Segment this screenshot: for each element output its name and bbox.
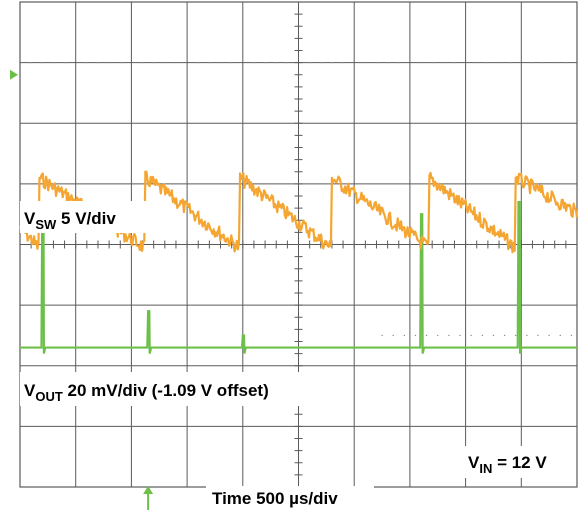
grid-dot [515, 334, 517, 337]
vin-annotation: VIN = 12 V [462, 446, 574, 478]
grid-dot [63, 61, 66, 64]
grid-dot [548, 334, 550, 337]
graticule [19, 1, 578, 488]
grid-dot [264, 61, 266, 64]
grid-dot [481, 334, 484, 337]
vout-label-rest: 20 mV/div (-1.09 V offset) [63, 381, 269, 400]
timebase-text: Time 500 µs/div [212, 489, 338, 508]
grid-dot [414, 334, 417, 337]
grid-dot [331, 61, 333, 64]
grid-dot [498, 61, 500, 64]
grid-dot [526, 334, 528, 337]
grid-dot [52, 61, 55, 64]
grid-dot [175, 61, 177, 64]
grid-dot [492, 334, 495, 337]
timebase-label: Time 500 µs/div [206, 486, 374, 510]
grid-dot [537, 334, 539, 337]
grid-dot [398, 61, 400, 64]
grid-dot [503, 334, 506, 337]
vsw-label-main: V [24, 209, 36, 228]
grid-dot [108, 61, 110, 64]
grid-dot [141, 61, 144, 64]
trigger-position-marker [143, 486, 154, 510]
grid-dot [197, 61, 199, 64]
vsw-label-rest: 5 V/div [56, 209, 116, 228]
svg-text:VOUT 20 mV/div (-1.09 V offset: VOUT 20 mV/div (-1.09 V offset) [24, 381, 269, 404]
grid-dot [41, 61, 43, 64]
vin-label-sub: IN [479, 461, 492, 476]
grid-dot [425, 334, 428, 337]
grid-dot [559, 334, 561, 337]
grid-dot [286, 61, 289, 64]
svg-text:VSW 5 V/div: VSW 5 V/div [24, 209, 116, 232]
grid-dot [554, 61, 556, 64]
vout-label: VOUT 20 mV/div (-1.09 V offset) [20, 372, 352, 406]
grid-dot [453, 61, 456, 64]
grid-dot [219, 61, 222, 64]
grid-dot [531, 61, 534, 64]
grid-dot [230, 61, 233, 64]
grid-dot [164, 61, 166, 64]
grid-dot [381, 334, 383, 337]
grid-dot [208, 61, 211, 64]
grid-dot [86, 61, 88, 64]
grid-dot [403, 334, 406, 337]
grid-dot [364, 61, 367, 64]
grid-dot [431, 61, 433, 64]
grid-dot [275, 61, 277, 64]
vsw-trace [20, 200, 577, 354]
vout-label-sub: OUT [35, 389, 63, 404]
grid-dot [253, 61, 255, 64]
grid-dot [442, 61, 445, 64]
grid-dot [459, 334, 461, 337]
grid-dot [308, 61, 311, 64]
grid-dot [386, 61, 389, 64]
grid-dot [97, 61, 99, 64]
grid-dot [375, 61, 378, 64]
grid-dot [470, 334, 472, 337]
svg-text:VIN = 12 V: VIN = 12 V [468, 453, 547, 476]
grid-dot [152, 61, 155, 64]
vin-label-main: V [468, 453, 480, 472]
grid-dot [119, 61, 121, 64]
grid-dot [392, 334, 394, 337]
vsw-label: VSW 5 V/div [20, 201, 155, 233]
vin-label-rest: = 12 V [492, 453, 547, 472]
ch1-level-marker [10, 69, 18, 80]
grid-dot [342, 61, 344, 64]
grid-dot [542, 61, 545, 64]
grid-dot [476, 61, 478, 64]
grid-dot [437, 334, 439, 337]
vsw-label-sub: SW [35, 217, 57, 232]
grid-dot [565, 61, 567, 64]
grid-dot [509, 61, 511, 64]
grid-dot [30, 61, 32, 64]
grid-dot [420, 61, 422, 64]
trigger-marker-head [143, 486, 154, 494]
grid-dot [320, 61, 322, 64]
grid-dot [487, 61, 489, 64]
grid-dot [570, 334, 573, 337]
grid-dot [448, 334, 450, 337]
vout-label-main: V [24, 381, 36, 400]
